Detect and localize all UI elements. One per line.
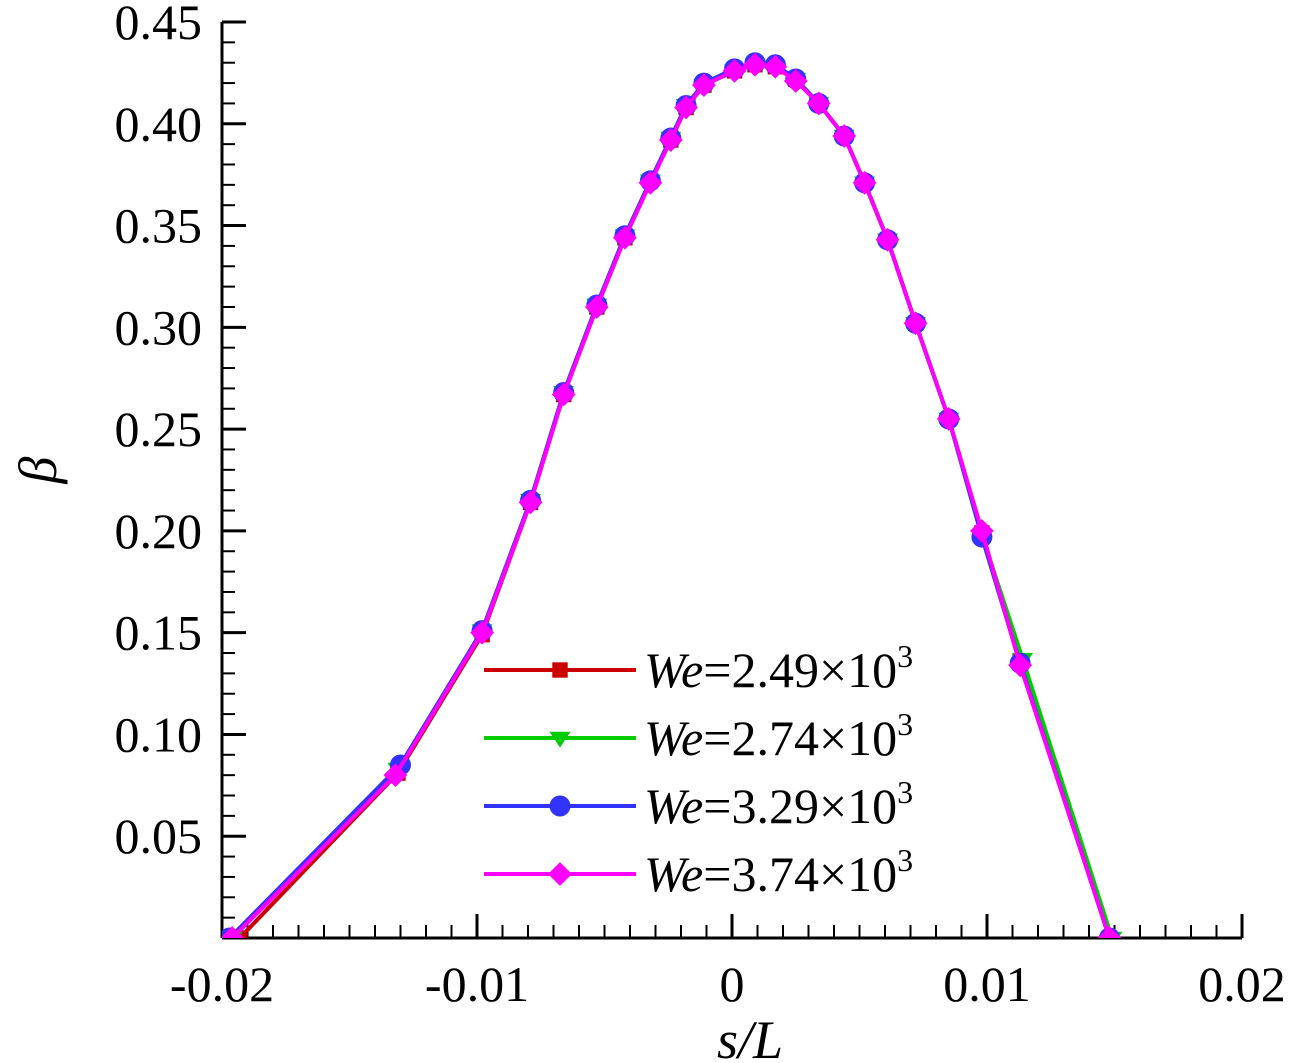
series-line <box>230 62 1112 938</box>
legend-marker <box>552 662 568 678</box>
legend-label: We=2.74×103 <box>644 706 913 766</box>
data-point <box>658 128 683 152</box>
data-point <box>903 311 928 336</box>
data-point <box>674 95 698 120</box>
data-point <box>383 763 408 788</box>
data-point <box>806 91 831 116</box>
legend-item: We=2.74×103 <box>484 706 913 766</box>
series-4 <box>222 52 1122 938</box>
data-point <box>551 382 576 407</box>
y-tick-label: 0.20 <box>115 503 203 559</box>
data-point <box>222 926 245 938</box>
x-tick-label: -0.01 <box>425 956 529 1012</box>
legend-label: We=3.29×103 <box>644 774 913 834</box>
data-point <box>722 58 747 83</box>
data-point <box>1097 926 1122 938</box>
y-tick-label: 0.25 <box>115 401 203 457</box>
data-point <box>1008 653 1033 678</box>
x-axis: -0.02 -0.01 0 0.01 0.02 <box>170 914 1286 1012</box>
x-tick-label: -0.02 <box>170 956 274 1012</box>
x-tick-label: 0.01 <box>943 956 1031 1012</box>
data-point <box>584 295 609 319</box>
legend-marker <box>548 862 572 886</box>
data-point <box>970 518 994 543</box>
data-point <box>470 620 494 645</box>
x-tick-label: 0 <box>720 956 745 1012</box>
legend-marker <box>549 795 571 817</box>
y-tick-label: 0.35 <box>115 198 203 254</box>
legend-item: We=3.74×103 <box>484 842 913 902</box>
legend-label: We=3.74×103 <box>644 842 913 902</box>
y-tick-label: 0.40 <box>115 96 203 152</box>
legend-marker <box>549 731 571 748</box>
data-point <box>638 170 663 195</box>
x-tick-label: 0.02 <box>1198 956 1286 1012</box>
y-axis-title: β <box>8 456 68 484</box>
data-point <box>783 69 808 93</box>
x-axis-title: s/L <box>717 1010 783 1063</box>
data-point <box>763 54 788 79</box>
y-tick-label: 0.30 <box>115 299 203 355</box>
data-point <box>743 52 767 77</box>
legend-label: We=2.49×103 <box>644 638 913 698</box>
series-layer <box>222 52 1123 938</box>
data-point <box>875 227 900 252</box>
y-tick-label: 0.10 <box>115 706 203 762</box>
data-point <box>692 73 716 98</box>
y-tick-label: 0.15 <box>115 605 203 661</box>
y-axis: 0.05 0.10 0.15 0.20 0.25 0.30 0.35 0.40 0.45 <box>115 0 246 919</box>
legend-item: We=2.49×103 <box>484 638 913 698</box>
data-point <box>832 124 857 148</box>
y-tick-label: 0.45 <box>115 0 203 50</box>
data-point <box>518 490 543 515</box>
data-point <box>936 407 961 431</box>
data-point <box>852 170 877 195</box>
y-tick-label: 0.05 <box>115 808 203 864</box>
legend: We=2.49×103 We=2.74×103 We=3.29×103 We=3.74… <box>484 638 913 902</box>
legend-item: We=3.29×103 <box>484 774 913 834</box>
data-point <box>613 225 637 250</box>
